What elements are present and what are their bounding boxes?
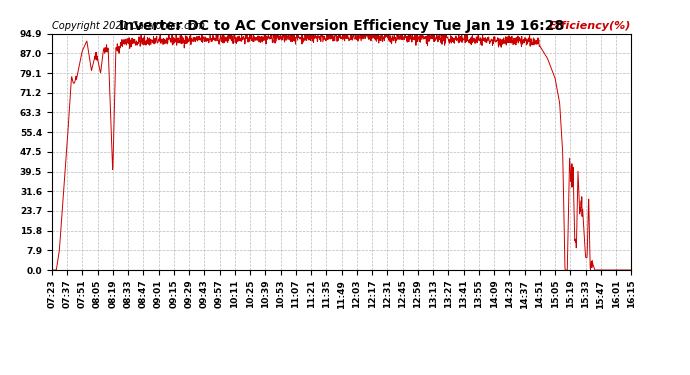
Text: Efficiency(%): Efficiency(%) — [549, 21, 631, 32]
Title: Inverter DC to AC Conversion Efficiency Tue Jan 19 16:28: Inverter DC to AC Conversion Efficiency … — [119, 19, 564, 33]
Text: Copyright 2021 Cartronics.com: Copyright 2021 Cartronics.com — [52, 21, 205, 32]
